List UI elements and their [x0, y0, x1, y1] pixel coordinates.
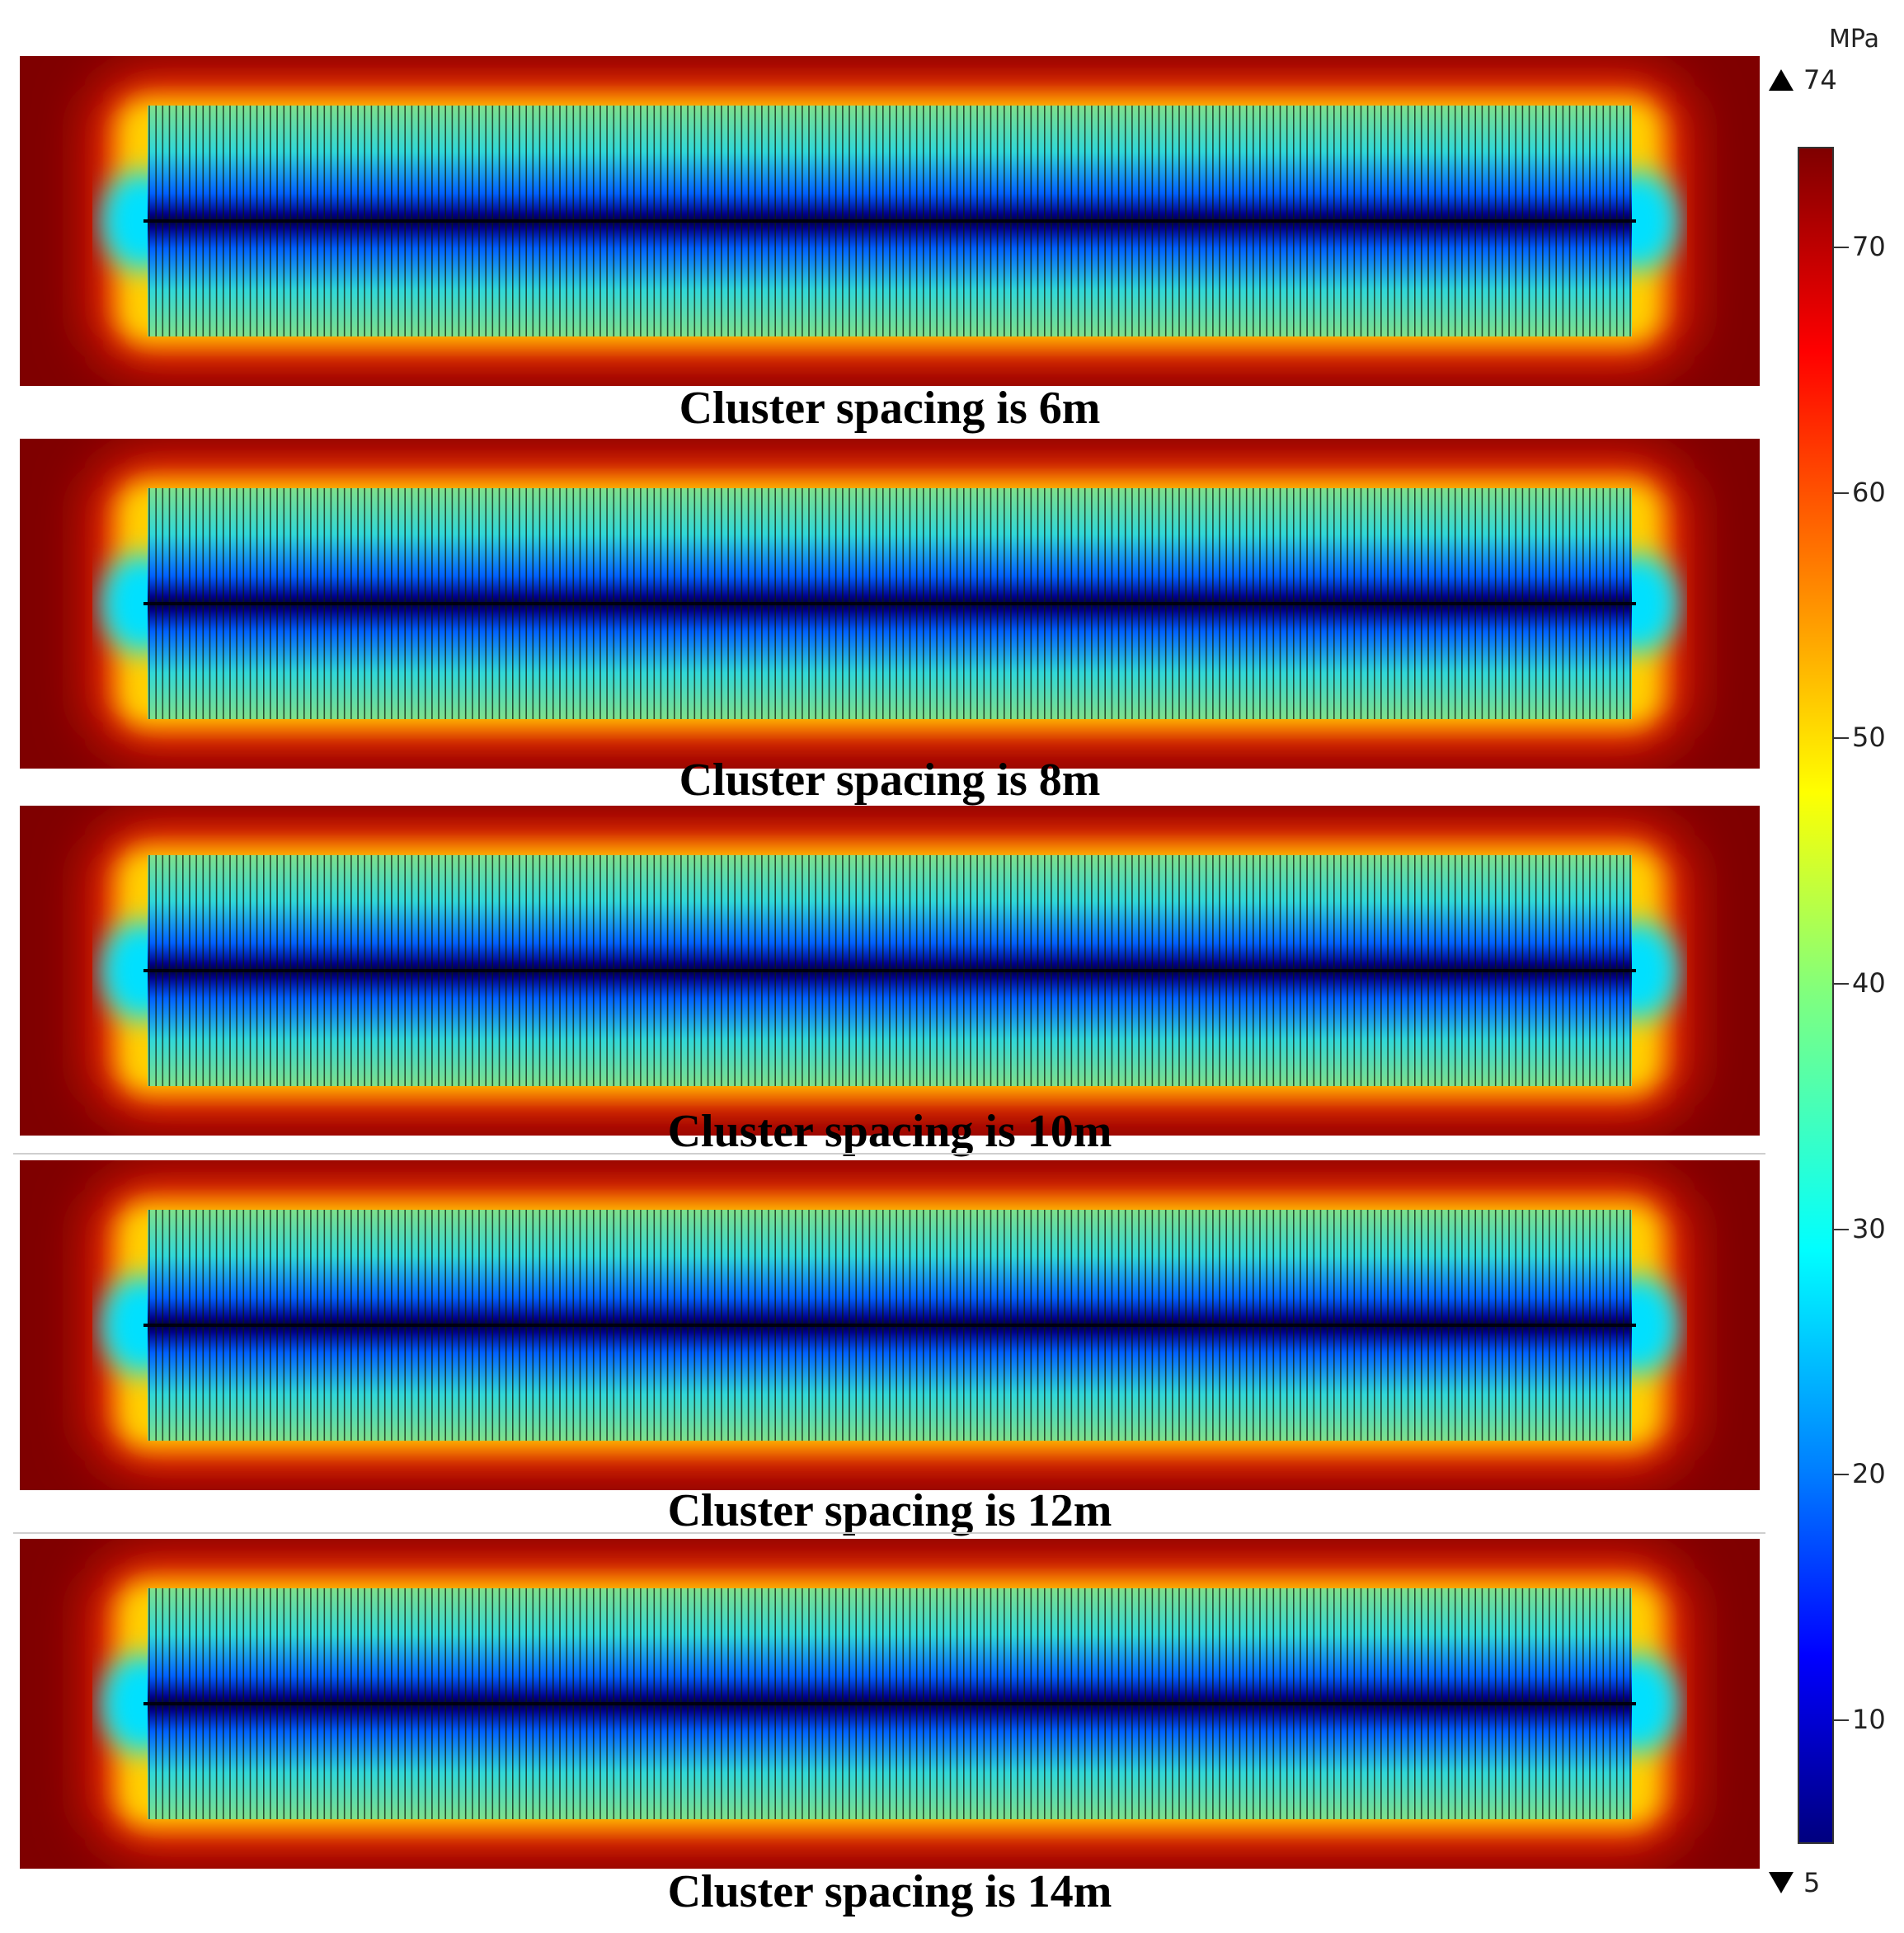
colorbar-tick [1834, 1228, 1849, 1230]
colorbar-tick [1834, 491, 1849, 494]
panel-divider [13, 1532, 1765, 1534]
colorbar-tick [1834, 247, 1849, 249]
colorbar-tick-label: 20 [1852, 1458, 1886, 1490]
colorbar-tick [1834, 1719, 1849, 1722]
colorbar-max-marker: 74 [1769, 64, 1837, 96]
stress-map-panel-8m [20, 439, 1760, 769]
stress-map-svg [20, 439, 1760, 769]
colorbar-tick [1834, 983, 1849, 985]
stress-map-svg [20, 1539, 1760, 1869]
caption-8m: Cluster spacing is 8m [679, 755, 1101, 806]
stress-map-panel-6m [20, 56, 1760, 386]
stress-map-panel-12m [20, 1160, 1760, 1490]
colorbar-tick-label: 50 [1852, 722, 1886, 754]
triangle-down-icon [1769, 1872, 1794, 1893]
stress-map-panel-14m [20, 1539, 1760, 1869]
stress-map-svg [20, 806, 1760, 1136]
stress-map-svg [20, 56, 1760, 386]
caption-14m: Cluster spacing is 14m [667, 1866, 1112, 1917]
colorbar-min-label: 5 [1803, 1867, 1821, 1898]
colorbar-tick-label: 30 [1852, 1212, 1886, 1244]
colorbar-tick-label: 40 [1852, 967, 1886, 999]
caption-6m: Cluster spacing is 6m [679, 383, 1101, 434]
caption-12m: Cluster spacing is 12m [667, 1485, 1112, 1536]
caption-10m: Cluster spacing is 10m [667, 1106, 1112, 1157]
stress-map-svg [20, 1160, 1760, 1490]
colorbar-gradient [1798, 147, 1834, 1844]
colorbar-tick-label: 10 [1852, 1704, 1886, 1736]
colorbar-unit: MPa [1829, 25, 1880, 54]
colorbar-tick-label: 60 [1852, 476, 1886, 508]
colorbar-tick [1834, 737, 1849, 740]
colorbar-tick [1834, 1474, 1849, 1476]
colorbar-min-marker: 5 [1769, 1867, 1820, 1898]
colorbar-max-label: 74 [1803, 64, 1837, 96]
panel-divider [13, 1153, 1765, 1155]
triangle-up-icon [1769, 69, 1794, 91]
stress-map-panel-10m [20, 806, 1760, 1136]
colorbar-tick-label: 70 [1852, 231, 1886, 263]
